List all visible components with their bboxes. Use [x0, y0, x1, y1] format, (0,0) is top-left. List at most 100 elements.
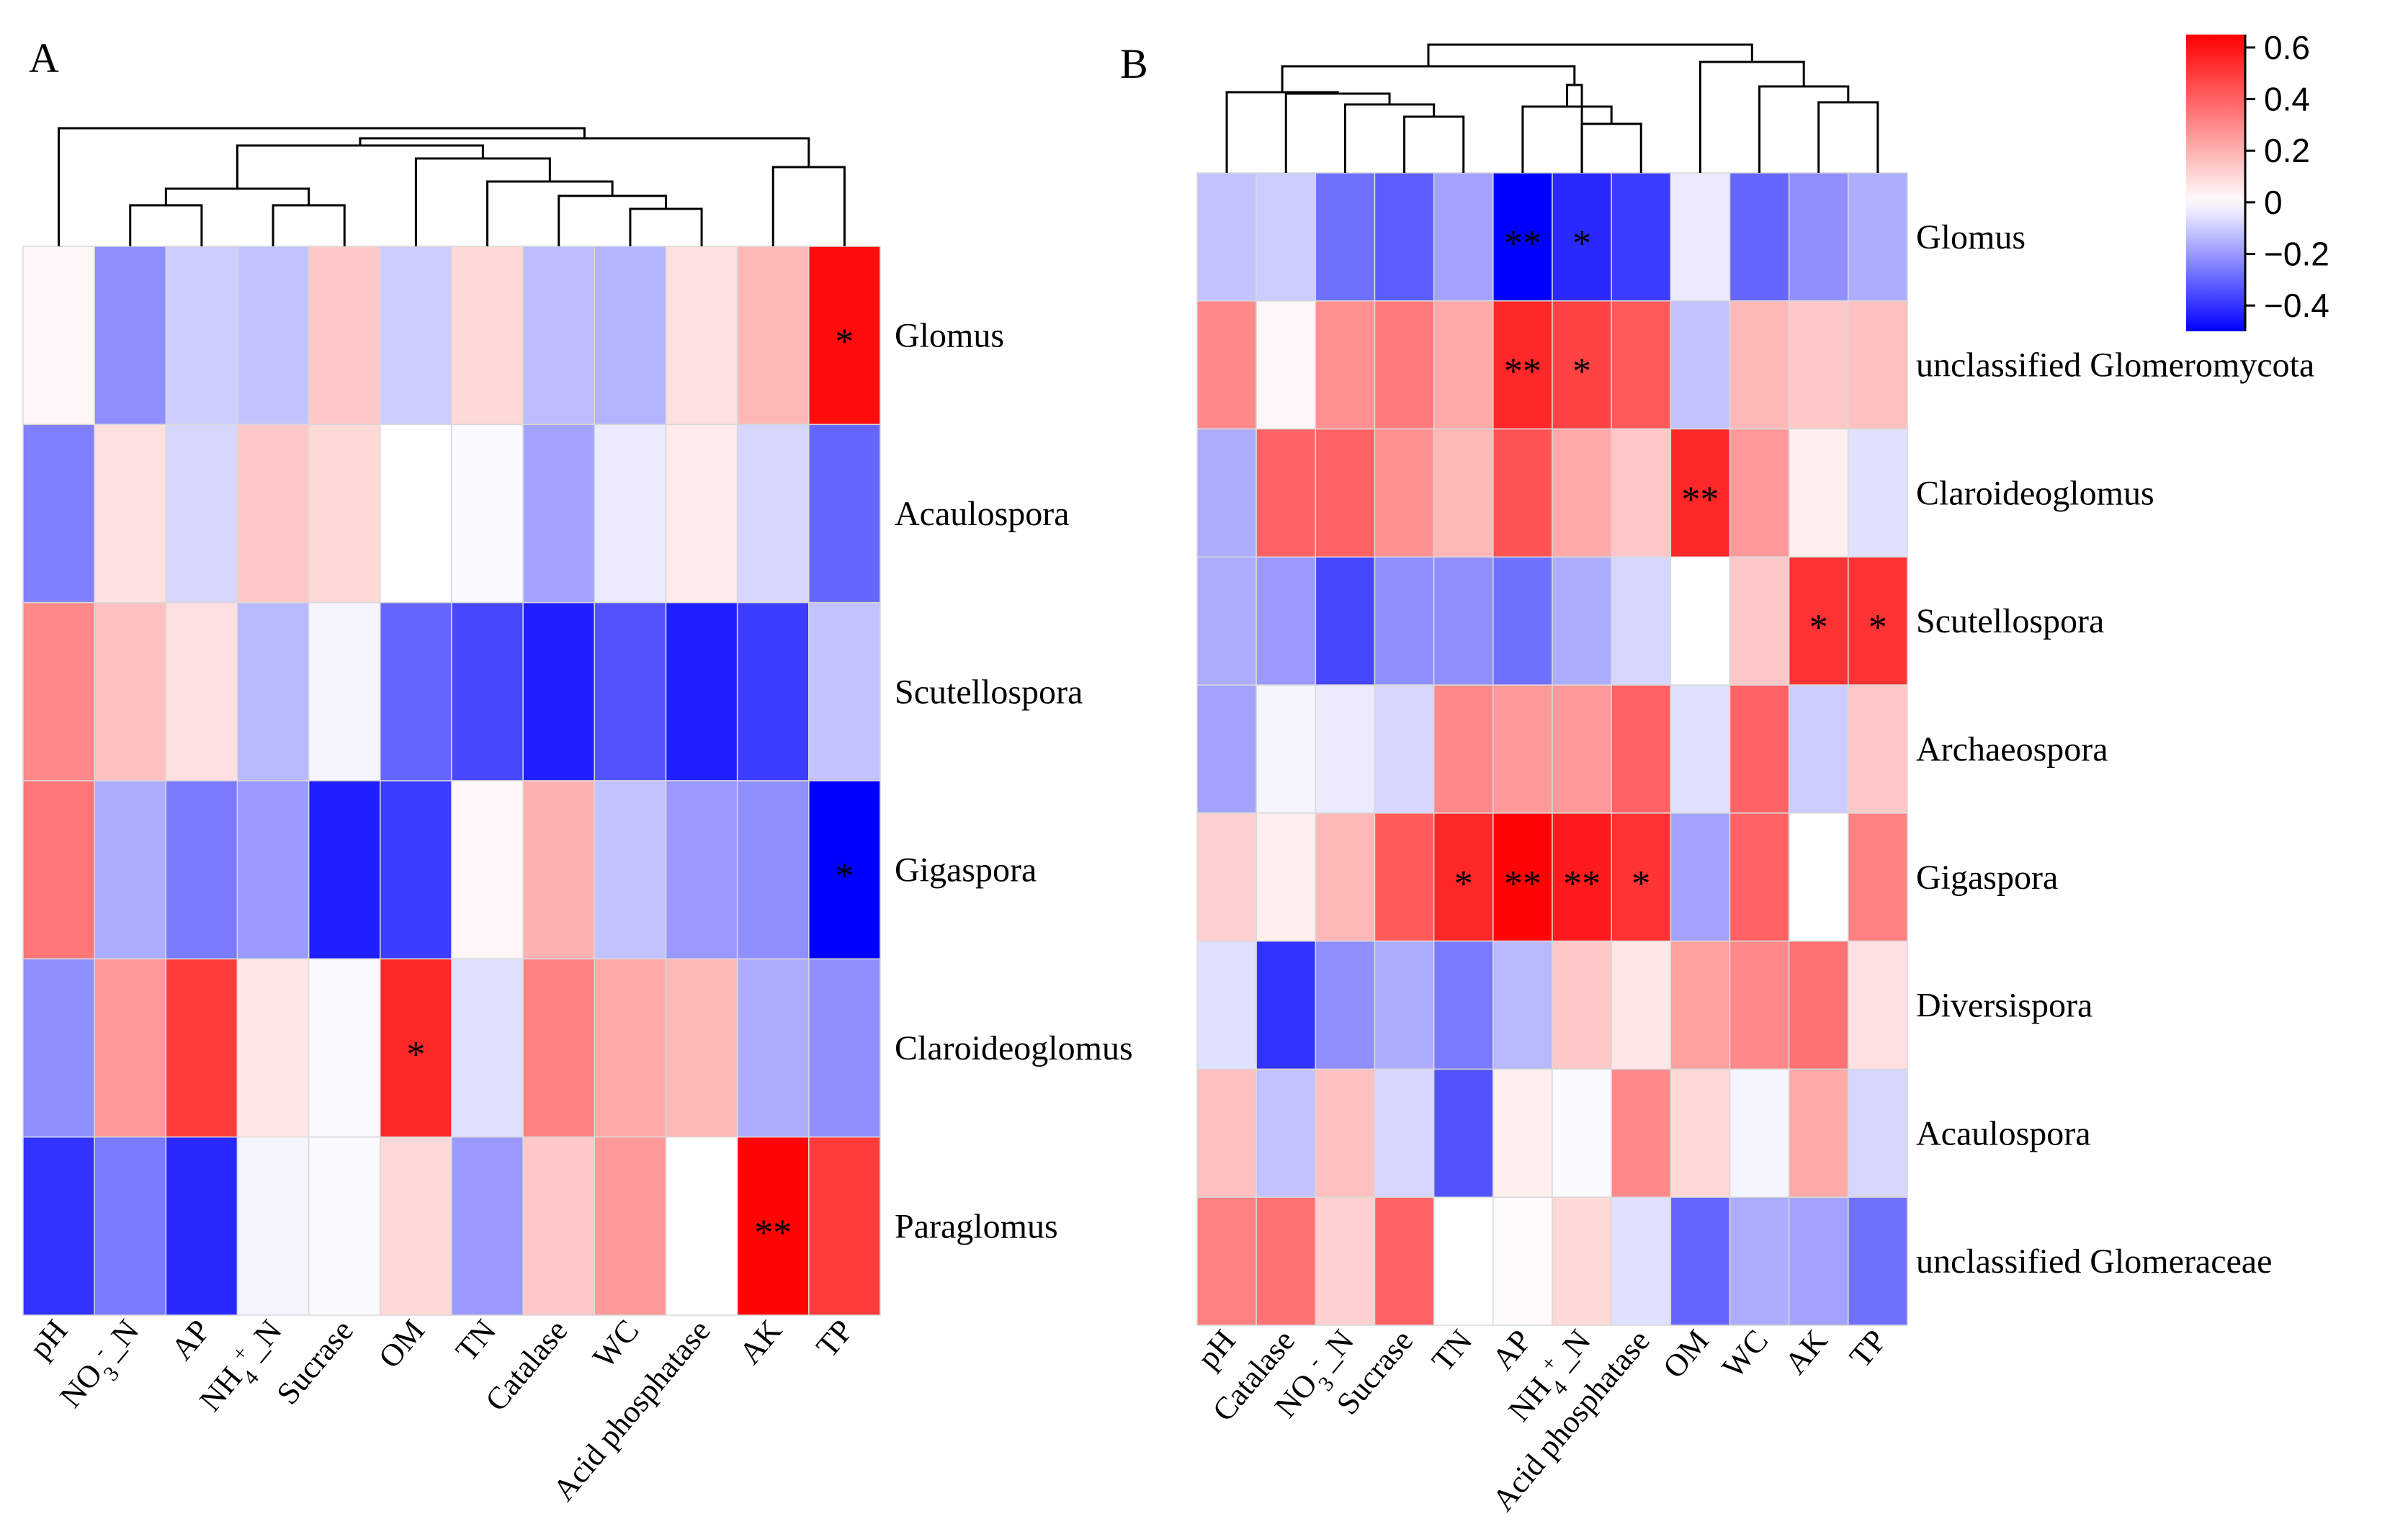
- cell-glomus-tn: [1433, 172, 1494, 302]
- colorbar: 0.6 0.4 0.2 0 −0.2 −0.4: [2186, 29, 2329, 331]
- significance-mark: *: [1572, 351, 1591, 393]
- cell-scutellospora-wc: [1729, 556, 1790, 686]
- cell-scutellospora-tp: [1848, 556, 1908, 686]
- significance-mark: **: [1504, 351, 1541, 393]
- dendrogram-link: [1427, 43, 1753, 66]
- cell-glomus-ak: [1788, 172, 1849, 302]
- cell-glomus-no3-n: [1315, 172, 1376, 302]
- cell-scutellospora-ap: [1492, 556, 1553, 686]
- cell-claroideoglomus-sucrase: [1374, 428, 1435, 558]
- cell-acaulospora-nh4-n: [236, 424, 310, 604]
- col-label-tp: TP: [1843, 1323, 1894, 1374]
- cell-scutellospora-ak: [736, 601, 810, 781]
- cell-claroideoglomus-no3-n: [1315, 428, 1376, 558]
- dendrogram-link: [1566, 84, 1583, 173]
- cell-diversispora-tn: [1433, 940, 1494, 1070]
- significance-mark: *: [1809, 607, 1828, 648]
- cell-diversispora-nh4-n: [1552, 940, 1612, 1070]
- significance-mark: *: [835, 856, 854, 897]
- heatmap-cells: [22, 246, 881, 1316]
- cell-scutellospora-catalase: [1256, 556, 1317, 686]
- cell-glomus-nh4-n: [236, 246, 310, 426]
- cell-archaeospora-acid-phosphatase: [1611, 684, 1672, 814]
- cell-paraglomus-catalase: [522, 1136, 596, 1316]
- cell-diversispora-catalase: [1256, 940, 1317, 1070]
- cell-acaulospora-ak: [736, 424, 810, 604]
- row-label-claroideoglomus: Claroideoglomus: [1916, 474, 2154, 512]
- cell-gigaspora-catalase: [1256, 812, 1317, 942]
- cell-unclassified-glomeromycota-acid-phosphatase: [1611, 300, 1672, 430]
- cell-claroideoglomus-ph: [1196, 428, 1257, 558]
- cell-acaulospora-ap: [165, 424, 238, 604]
- dendrogram-link: [236, 144, 484, 189]
- cell-gigaspora-tp: [1848, 812, 1908, 942]
- colorbar-tick-label: 0.2: [2264, 132, 2310, 169]
- cell-gigaspora-ak: [736, 780, 810, 960]
- cell-paraglomus-wc: [594, 1136, 667, 1316]
- cell-claroideoglomus-acid-phosphatase: [1611, 428, 1672, 558]
- cell-archaeospora-no3-n: [1315, 684, 1376, 814]
- cell-scutellospora-ph: [22, 601, 95, 781]
- cell-archaeospora-om: [1670, 684, 1731, 814]
- significance-mark: **: [754, 1212, 792, 1253]
- cell-paraglomus-tn: [451, 1136, 524, 1316]
- cell-unclassified-glomeromycota-ph: [1196, 300, 1257, 430]
- cell-acaulospora-no3-n: [94, 424, 167, 604]
- col-label-ph: pH: [22, 1313, 74, 1366]
- cell-acaulospora-tn: [1433, 1068, 1494, 1198]
- cell-archaeospora-ap: [1492, 684, 1553, 814]
- cell-glomus-om: [380, 246, 452, 426]
- cell-acaulospora-ap: [1492, 1068, 1553, 1198]
- cell-gigaspora-no3-n: [94, 780, 167, 960]
- cell-claroideoglomus-ak: [1788, 428, 1849, 558]
- dendrogram-link: [129, 204, 203, 246]
- dendrogram-link: [771, 166, 846, 246]
- cell-gigaspora-sucrase: [1374, 812, 1435, 942]
- dendrogram-link: [486, 180, 614, 246]
- column-dendrogram: [58, 127, 846, 246]
- cell-claroideoglomus-catalase: [1256, 428, 1317, 558]
- cell-paraglomus-ph: [22, 1136, 95, 1316]
- cell-gigaspora-om: [380, 780, 452, 960]
- cell-glomus-wc: [1729, 172, 1790, 302]
- cell-paraglomus-om: [380, 1136, 452, 1316]
- cell-unclassified-glomeraceae-sucrase: [1374, 1196, 1435, 1326]
- cell-archaeospora-sucrase: [1374, 684, 1435, 814]
- cell-glomus-ph: [1196, 172, 1257, 302]
- cell-claroideoglomus-acid-phosphatase: [665, 958, 738, 1138]
- cell-glomus-sucrase: [1374, 172, 1435, 302]
- col-label-tn: TN: [1425, 1323, 1479, 1378]
- significance-mark: *: [835, 322, 854, 363]
- cell-glomus-ph: [22, 246, 95, 426]
- cell-diversispora-tp: [1848, 940, 1908, 1070]
- significance-mark: *: [1868, 607, 1887, 648]
- cell-scutellospora-no3-n: [1315, 556, 1376, 686]
- col-label-no3-n: NO3-_N: [51, 1312, 153, 1420]
- row-label-gigaspora: Gigaspora: [895, 851, 1037, 890]
- cell-scutellospora-ph: [1196, 556, 1257, 686]
- cell-acaulospora-wc: [1729, 1068, 1790, 1198]
- dendrogram-link: [414, 157, 551, 246]
- colorbar-tick-label: 0: [2264, 184, 2283, 221]
- row-label-acaulospora: Acaulospora: [1916, 1114, 2091, 1152]
- cell-unclassified-glomeromycota-nh4-n: [1552, 300, 1612, 430]
- cell-scutellospora-wc: [594, 601, 667, 781]
- cell-unclassified-glomeraceae-ap: [1492, 1196, 1553, 1326]
- cell-archaeospora-wc: [1729, 684, 1790, 814]
- cell-gigaspora-nh4-n: [1552, 812, 1612, 942]
- col-label-wc: WC: [1715, 1323, 1775, 1385]
- cell-gigaspora-wc: [594, 780, 667, 960]
- cell-acaulospora-sucrase: [308, 424, 381, 604]
- cell-archaeospora-ph: [1196, 684, 1257, 814]
- significance-mark: *: [1632, 864, 1650, 905]
- colorbar-tick-label: −0.4: [2264, 287, 2329, 324]
- row-label-archaeospora: Archaeospora: [1916, 730, 2108, 768]
- dendrogram-link: [1521, 105, 1613, 173]
- panel-label: B: [1120, 40, 1148, 87]
- col-label-sucrase: Sucrase: [269, 1313, 359, 1411]
- cell-paraglomus-sucrase: [308, 1136, 381, 1316]
- col-label-ap: AP: [1485, 1323, 1539, 1377]
- row-label-gigaspora: Gigaspora: [1916, 859, 2058, 897]
- cell-unclassified-glomeromycota-sucrase: [1374, 300, 1435, 430]
